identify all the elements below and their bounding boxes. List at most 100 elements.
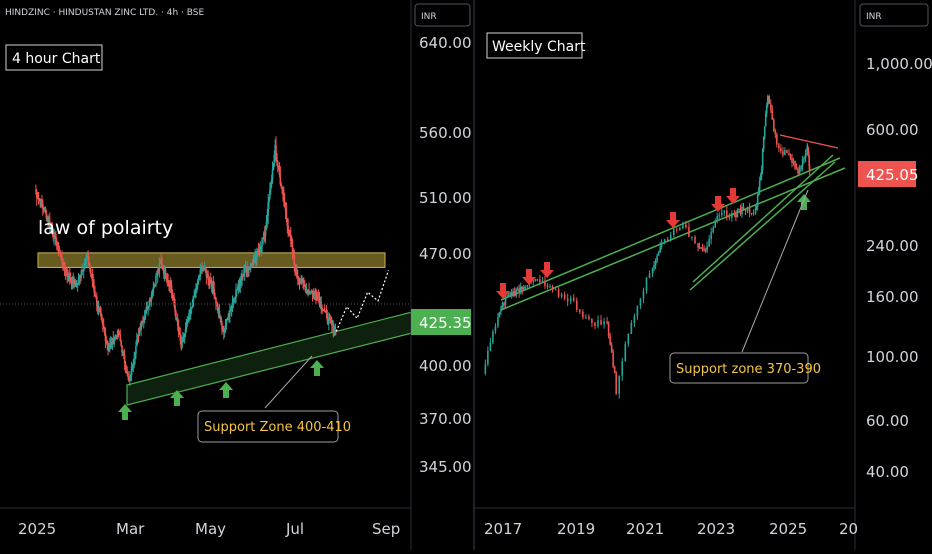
candle-body — [207, 273, 209, 280]
pane1-y-axis[interactable]: 640.00 560.00 510.00 470.00 400.00 370.0… — [419, 34, 472, 476]
candle-body — [79, 276, 82, 279]
candle-body — [563, 294, 566, 299]
down-arrow-icon — [711, 196, 725, 212]
candle-body — [544, 280, 546, 286]
candle-body — [504, 296, 507, 306]
pane1-y-tick: 400.00 — [419, 357, 472, 375]
candle-body — [618, 375, 621, 394]
candle-body — [73, 279, 75, 284]
candle-body — [716, 216, 719, 221]
candle-body — [615, 372, 617, 394]
candle-body — [248, 267, 250, 270]
candle-body — [754, 208, 757, 214]
candle-body — [742, 206, 745, 211]
candle-body — [313, 292, 316, 294]
candle-body — [240, 279, 243, 281]
candle-body — [334, 329, 337, 336]
candle-body — [49, 226, 52, 228]
candle-body — [48, 220, 51, 228]
candle-body — [184, 329, 187, 334]
candle-body — [752, 213, 755, 215]
candle-body — [297, 279, 300, 281]
candle-body — [281, 187, 283, 189]
down-arrow-icon — [666, 212, 680, 228]
candle-body — [231, 302, 234, 306]
candle-body — [44, 207, 47, 211]
candle-body — [778, 144, 780, 149]
candle-body — [267, 202, 269, 216]
candle-body — [195, 290, 197, 292]
candle-body — [302, 279, 304, 282]
down-arrow-icon — [540, 262, 554, 278]
candle-body — [118, 333, 121, 335]
candle-body — [48, 220, 50, 222]
candle-body — [83, 263, 86, 270]
pane2-y-tick: 240.00 — [866, 237, 919, 255]
candle-body — [252, 262, 255, 267]
pane2-currency-button[interactable] — [859, 3, 929, 27]
candle-body — [278, 169, 281, 175]
candle-body — [780, 148, 782, 152]
candle-body — [202, 268, 204, 270]
candle-body — [633, 316, 636, 324]
candle-body — [128, 376, 130, 382]
pane1-currency-button[interactable] — [414, 3, 471, 27]
candle-body — [182, 337, 185, 339]
candle-body — [157, 270, 160, 272]
pane1-x-axis[interactable]: 2025 Mar May Jul Sep — [18, 520, 400, 538]
candle-body — [645, 277, 648, 291]
candle-body — [176, 318, 178, 320]
candle-body — [328, 318, 330, 324]
candle-body — [206, 273, 209, 277]
candle-body — [303, 281, 305, 285]
candle-body — [144, 313, 147, 317]
candle-body — [256, 252, 258, 260]
candle-body — [312, 292, 315, 295]
candle-body — [789, 155, 792, 158]
candle-body — [222, 329, 224, 331]
candle-body — [87, 252, 89, 262]
pane-divider[interactable] — [473, 0, 475, 550]
pane2-x-axis[interactable]: 2017 2019 2021 2023 2025 20 — [484, 520, 858, 538]
candle-body — [191, 306, 194, 308]
candle-body — [202, 268, 205, 270]
candle-body — [129, 375, 132, 377]
candle-body — [274, 145, 276, 155]
candle-body — [156, 270, 159, 276]
candle-body — [246, 267, 249, 273]
pane1-x-tick: 2025 — [18, 520, 56, 538]
candle-body — [516, 288, 519, 290]
pane1-currency-label: INR — [421, 12, 437, 22]
candle-body — [203, 266, 206, 270]
candle-body — [168, 281, 170, 286]
pane2-y-axis[interactable]: 1,000.00 600.00 240.00 160.00 100.00 60.… — [866, 55, 932, 481]
candle-body — [239, 280, 242, 286]
candle-body — [260, 246, 263, 249]
candle-body — [242, 276, 244, 278]
candle-body — [250, 263, 253, 265]
candle-body — [326, 313, 329, 321]
candle-body — [204, 266, 207, 271]
candle-body — [228, 315, 230, 320]
candle-body — [151, 293, 154, 295]
up-arrow-icon — [797, 194, 811, 210]
candle-body — [209, 279, 212, 284]
candle-body — [657, 252, 660, 256]
candle-body — [306, 289, 309, 293]
candle-body — [309, 292, 311, 294]
candle-body — [122, 351, 125, 355]
candle-body — [131, 366, 134, 368]
candle-body — [762, 137, 765, 150]
candle-body — [188, 313, 190, 321]
candle-body — [179, 333, 182, 341]
candle-body — [566, 298, 569, 302]
down-arrow-icon — [726, 188, 740, 204]
candle-body — [259, 248, 262, 252]
down-arrow-icon — [522, 269, 536, 285]
candle-body — [261, 239, 263, 247]
candle-body — [712, 227, 714, 233]
candle-body — [62, 262, 65, 267]
candle-body — [731, 213, 733, 218]
candle-body — [123, 354, 126, 364]
candle-body — [166, 279, 169, 281]
